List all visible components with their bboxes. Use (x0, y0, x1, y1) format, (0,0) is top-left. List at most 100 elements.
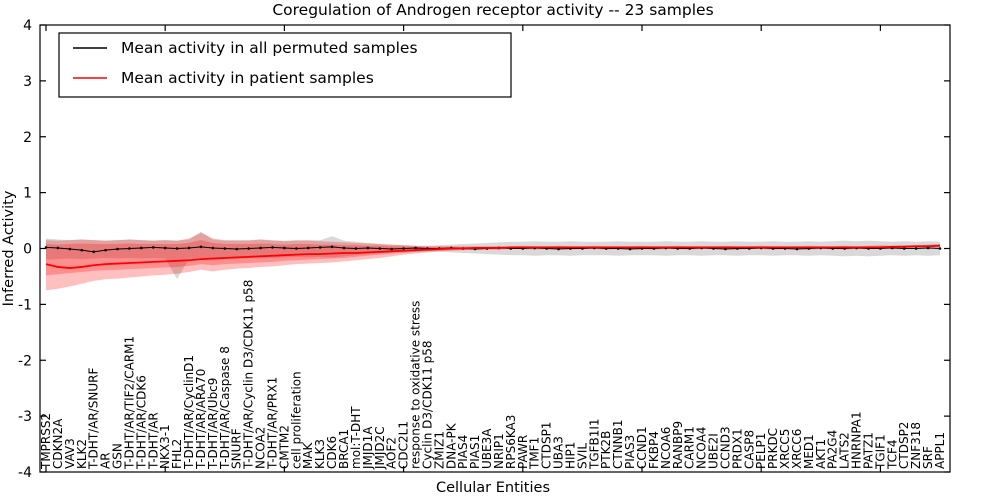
x-category-label: RPS6KA3 (504, 415, 518, 469)
series-marker-dot (402, 247, 405, 250)
x-category-label: CTDSP2 (897, 422, 911, 469)
x-category-label: HNRNPA1 (850, 411, 864, 469)
series-marker-dot (116, 247, 119, 251)
x-category-label: MED1 (802, 434, 816, 469)
series-marker-dot (330, 245, 334, 249)
x-category-label: T-DHT/AR/TIF2/CARM1 (122, 336, 136, 470)
x-category-label: PIAS4 (456, 435, 470, 469)
series-marker-dot (128, 247, 131, 250)
x-category-label: CASP8 (742, 430, 756, 469)
x-category-label: UBE3A (480, 428, 494, 469)
x-category-label: NKX3-1 (158, 424, 172, 469)
legend-label-patient: Mean activity in patient samples (121, 69, 374, 87)
x-category-label: CCND3 (718, 426, 732, 469)
x-category-label: CDKN2A (51, 418, 65, 469)
series-marker-dot (163, 246, 167, 250)
legend: Mean activity in all permuted samples Me… (58, 32, 512, 98)
x-category-label: GSN (111, 443, 125, 469)
x-category-label: CDK6 (325, 436, 339, 469)
x-category-label: SNURF (230, 428, 244, 469)
series-marker-dot (318, 246, 322, 249)
legend-item-permuted: Mean activity in all permuted samples (73, 39, 418, 57)
series-line-patient (45, 244, 941, 269)
series-marker-dot (104, 248, 107, 252)
x-category-label: KLK2 (75, 439, 89, 469)
x-category-label: T-DHT/AR (146, 412, 160, 470)
permuted-range-band (46, 231, 940, 280)
series-marker-dot (366, 246, 370, 250)
series-marker-dot (926, 246, 930, 250)
x-category-label: T-DHT/AR/Caspase 8 (218, 346, 232, 470)
x-category-label: JMJD2C (373, 426, 387, 470)
x-category-label: ZNF318 (909, 422, 923, 469)
x-category-label: AKT1 (814, 439, 828, 469)
x-category-label: PIAS1 (468, 435, 482, 469)
y-axis-title: Inferred Activity (1, 190, 17, 306)
series-marker-dot (211, 246, 215, 250)
y-tick-label: 0 (23, 242, 32, 258)
x-category-label: NRIP1 (492, 433, 506, 469)
x-category-label: LATS2 (838, 432, 852, 469)
x-category-label: UBA3 (552, 436, 566, 469)
x-category-label: PAWR (516, 435, 530, 469)
x-category-label: PRDX1 (730, 428, 744, 469)
x-category-label: TMF1 (528, 437, 542, 470)
series-marker-dot (557, 247, 560, 251)
series-marker-dot (175, 247, 179, 250)
x-category-label: PRKDC (766, 428, 780, 469)
series-marker-dot (92, 250, 95, 254)
x-category-label: KLK3 (313, 439, 327, 469)
x-category-label: PELP1 (754, 433, 768, 469)
y-tick-label: 1 (23, 186, 32, 202)
x-category-label: CTNNB1 (611, 419, 625, 469)
x-category-label: CCND1 (635, 426, 649, 469)
x-category-label: PA2G4 (826, 430, 840, 469)
series-marker-dot (80, 248, 84, 252)
legend-item-patient: Mean activity in patient samples (73, 69, 374, 87)
series-marker-dot (295, 247, 298, 250)
x-category-label: TCF4 (885, 439, 899, 470)
x-category-label: BRCA1 (337, 429, 351, 469)
series-marker-dot (223, 247, 227, 250)
x-category-label: PIAS3 (623, 435, 637, 469)
series-marker-dot (68, 247, 72, 251)
chart-title: Coregulation of Androgen receptor activi… (272, 1, 713, 19)
y-tick-label: -4 (18, 465, 32, 481)
x-category-label: NCOA2 (254, 427, 268, 469)
x-category-label: T-DHT/AR/SNURF (87, 368, 101, 471)
x-category-label: T-DHT/AR/CDK6 (134, 375, 148, 470)
x-category-label: NCOA6 (659, 427, 673, 469)
series-marker-dot (199, 245, 203, 249)
x-category-label: FHL2 (170, 439, 184, 469)
y-tick-label: 4 (23, 18, 32, 34)
x-category-label: CARM1 (683, 426, 697, 469)
y-tick-label: -3 (18, 409, 32, 425)
x-category-label: FKBP4 (647, 431, 661, 469)
x-category-label: HIP1 (563, 442, 577, 469)
series-marker-dot (724, 247, 727, 251)
x-category-label: CMTM2 (277, 425, 291, 469)
x-category-label: T-DHT/AR/PRX1 (265, 377, 279, 470)
x-category-label: TGIF1 (873, 434, 887, 470)
x-category-label: CDC2L1 (397, 421, 411, 469)
x-category-label: MAK (301, 441, 315, 469)
legend-label-permuted: Mean activity in all permuted samples (121, 39, 418, 57)
x-category-label: AR (99, 452, 113, 469)
series-marker-dot (414, 246, 417, 250)
x-category-label: SRF (921, 446, 935, 469)
series-marker-dot (914, 247, 918, 250)
x-category-label: cell proliferation (289, 371, 303, 469)
x-category-label: PATZ1 (861, 432, 875, 469)
series-marker-dot (283, 246, 286, 250)
x-category-label: Cyclin D3/CDK11 p58 (420, 340, 434, 469)
series-marker-dot (628, 247, 632, 251)
series-marker-dot (390, 247, 393, 251)
series-marker-dot (151, 246, 155, 249)
x-category-label: NCOA4 (695, 427, 709, 469)
x-category-label: SVIL (575, 443, 589, 469)
x-category-label: T-DHT/AR/Cyclin D3/CDK11 p58 (242, 280, 256, 470)
x-category-label: XRCC6 (790, 429, 804, 469)
x-category-label: T-DHT/AR/ARA70 (194, 369, 208, 470)
x-category-label: response to oxidative stress (409, 301, 423, 469)
